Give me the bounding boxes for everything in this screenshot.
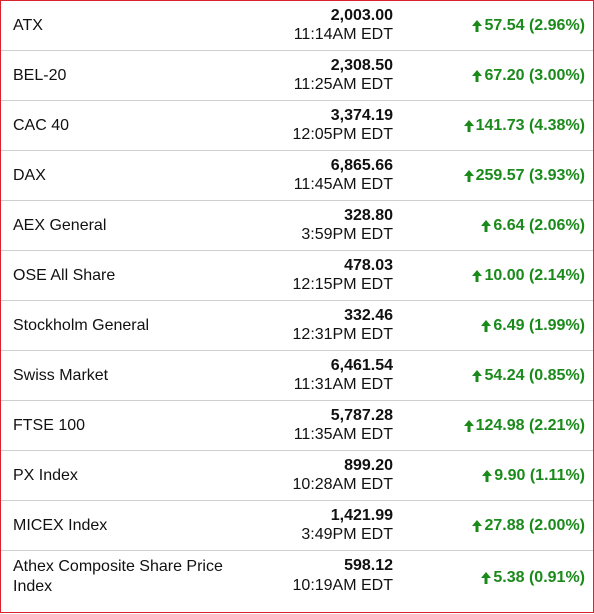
index-time: 3:49PM EDT bbox=[301, 526, 393, 543]
index-time: 11:25AM EDT bbox=[293, 76, 393, 93]
index-change: 57.54 (2.96%) bbox=[471, 16, 585, 36]
arrow-up-icon bbox=[472, 70, 483, 82]
index-time: 12:15PM EDT bbox=[292, 276, 393, 293]
table-row: CAC 40 3,374.19 12:05PM EDT 141.73 (4.38%) bbox=[1, 101, 593, 151]
index-time: 12:31PM EDT bbox=[292, 326, 393, 343]
index-name[interactable]: Stockholm General bbox=[13, 317, 150, 334]
index-value: 5,787.28 bbox=[330, 407, 393, 424]
index-time: 11:45AM EDT bbox=[293, 176, 393, 193]
index-change: 27.88 (2.00%) bbox=[471, 516, 585, 536]
index-time: 11:35AM EDT bbox=[293, 426, 393, 443]
index-time: 11:14AM EDT bbox=[293, 26, 393, 43]
index-name[interactable]: AEX General bbox=[13, 217, 107, 234]
index-name[interactable]: Athex Composite Share Price Index bbox=[13, 558, 223, 595]
arrow-up-icon bbox=[481, 220, 492, 232]
table-row: MICEX Index 1,421.99 3:49PM EDT 27.88 (2.00… bbox=[1, 501, 593, 551]
change-text: 10.00 (2.14%) bbox=[484, 267, 585, 284]
index-change: 141.73 (4.38%) bbox=[463, 116, 585, 136]
change-text: 9.90 (1.11%) bbox=[494, 467, 585, 484]
index-name[interactable]: CAC 40 bbox=[13, 117, 70, 134]
index-value: 2,003.00 bbox=[330, 7, 393, 24]
index-value: 332.46 bbox=[344, 307, 393, 324]
table-row: Swiss Market 6,461.54 11:31AM EDT 54.24 (0.… bbox=[1, 351, 593, 401]
table-row: Stockholm General 332.46 12:31PM EDT 6.49 (… bbox=[1, 301, 593, 351]
arrow-up-icon bbox=[472, 20, 483, 32]
index-value: 328.80 bbox=[344, 207, 393, 224]
index-value: 2,308.50 bbox=[330, 57, 393, 74]
index-value: 478.03 bbox=[344, 257, 393, 274]
index-name[interactable]: ATX bbox=[13, 17, 43, 34]
change-text: 259.57 (3.93%) bbox=[475, 167, 585, 184]
arrow-up-icon bbox=[463, 120, 474, 132]
index-name[interactable]: Swiss Market bbox=[13, 367, 109, 384]
index-name[interactable]: FTSE 100 bbox=[13, 417, 86, 434]
table-row: BEL-20 2,308.50 11:25AM EDT 67.20 (3.00%) bbox=[1, 51, 593, 101]
index-time: 12:05PM EDT bbox=[292, 126, 393, 143]
index-change: 5.38 (0.91%) bbox=[480, 568, 585, 588]
index-value: 1,421.99 bbox=[330, 507, 393, 524]
table-row: PX Index 899.20 10:28AM EDT 9.90 (1.11%) bbox=[1, 451, 593, 501]
arrow-up-icon bbox=[472, 520, 483, 532]
index-change: 67.20 (3.00%) bbox=[471, 66, 585, 86]
index-change: 6.64 (2.06%) bbox=[480, 216, 585, 236]
index-change: 124.98 (2.21%) bbox=[463, 416, 585, 436]
arrow-up-icon bbox=[463, 420, 474, 432]
index-time: 10:28AM EDT bbox=[292, 476, 393, 493]
arrow-up-icon bbox=[463, 170, 474, 182]
index-name[interactable]: PX Index bbox=[13, 467, 78, 484]
arrow-up-icon bbox=[481, 320, 492, 332]
index-name[interactable]: OSE All Share bbox=[13, 267, 116, 284]
change-text: 57.54 (2.96%) bbox=[484, 17, 585, 34]
arrow-up-icon bbox=[482, 470, 493, 482]
change-text: 54.24 (0.85%) bbox=[484, 367, 585, 384]
index-value: 899.20 bbox=[344, 457, 393, 474]
index-time: 3:59PM EDT bbox=[301, 226, 393, 243]
change-text: 6.49 (1.99%) bbox=[493, 317, 585, 334]
index-change: 54.24 (0.85%) bbox=[471, 366, 585, 386]
change-text: 141.73 (4.38%) bbox=[475, 117, 585, 134]
index-change: 259.57 (3.93%) bbox=[463, 166, 585, 186]
index-value: 6,461.54 bbox=[330, 357, 393, 374]
index-change: 10.00 (2.14%) bbox=[471, 266, 585, 286]
index-time: 10:19AM EDT bbox=[292, 577, 393, 594]
change-text: 6.64 (2.06%) bbox=[493, 217, 585, 234]
table-row: Athex Composite Share Price Index 598.12 1… bbox=[1, 551, 593, 614]
arrow-up-icon bbox=[472, 370, 483, 382]
table-row: AEX General 328.80 3:59PM EDT 6.64 (2.06%) bbox=[1, 201, 593, 251]
index-name[interactable]: MICEX Index bbox=[13, 517, 108, 534]
table-row: FTSE 100 5,787.28 11:35AM EDT 124.98 (2.21%… bbox=[1, 401, 593, 451]
index-time: 11:31AM EDT bbox=[293, 376, 393, 393]
change-text: 27.88 (2.00%) bbox=[484, 517, 585, 534]
table-row: OSE All Share 478.03 12:15PM EDT 10.00 (2.1… bbox=[1, 251, 593, 301]
index-value: 6,865.66 bbox=[330, 157, 393, 174]
index-value: 598.12 bbox=[344, 557, 393, 574]
index-value: 3,374.19 bbox=[330, 107, 393, 124]
change-text: 124.98 (2.21%) bbox=[475, 417, 585, 434]
index-change: 6.49 (1.99%) bbox=[480, 316, 585, 336]
change-text: 67.20 (3.00%) bbox=[484, 67, 585, 84]
arrow-up-icon bbox=[472, 270, 483, 282]
index-name[interactable]: DAX bbox=[13, 167, 46, 184]
change-text: 5.38 (0.91%) bbox=[493, 569, 585, 586]
arrow-up-icon bbox=[481, 572, 492, 584]
index-change: 9.90 (1.11%) bbox=[481, 466, 585, 486]
index-name[interactable]: BEL-20 bbox=[13, 67, 67, 84]
table-row: ATX 2,003.00 11:14AM EDT 57.54 (2.96%) bbox=[1, 1, 593, 51]
table-row: DAX 6,865.66 11:45AM EDT 259.57 (3.93%) bbox=[1, 151, 593, 201]
